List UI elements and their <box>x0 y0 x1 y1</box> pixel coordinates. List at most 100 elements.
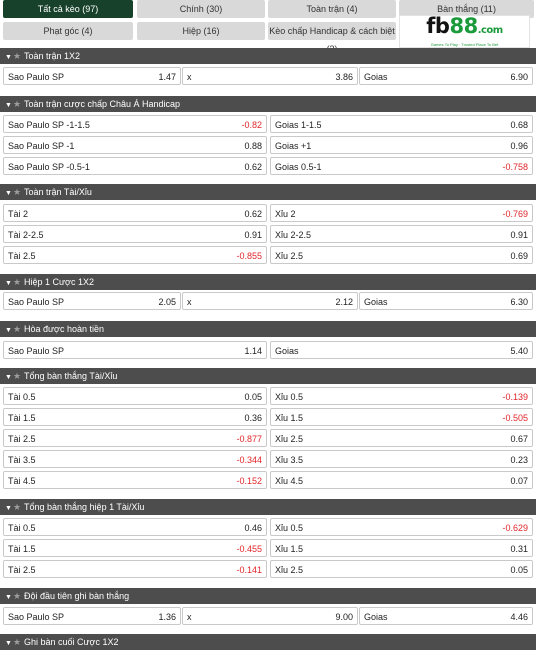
odds-cell[interactable]: Tài 1.5 0.36 <box>3 408 267 426</box>
odds-cell[interactable]: x 9.00 <box>182 607 358 625</box>
odds-cell[interactable]: x 3.86 <box>182 67 358 85</box>
odds-cell[interactable]: Tài 2.5 -0.141 <box>3 560 267 578</box>
odds-cell[interactable]: Goias 4.46 <box>359 607 533 625</box>
selection-label: Sao Paulo SP <box>8 346 65 356</box>
tab-corners[interactable]: Phạt góc (4) <box>3 22 133 40</box>
odds-cell[interactable]: Goias 1-1.5 0.68 <box>270 115 533 133</box>
odds-row: Tài 1.5 0.36 Xỉu 1.5 -0.505 <box>3 408 533 426</box>
odds-cell[interactable]: x 2.12 <box>182 292 358 310</box>
odds-cell[interactable]: Goias 6.30 <box>359 292 533 310</box>
section-title: Hiệp 1 Cược 1X2 <box>24 277 94 287</box>
collapse-chevron-icon[interactable]: ▼ <box>5 374 12 381</box>
odds-value: 0.36 <box>244 413 262 423</box>
logo-fb-text: fb <box>426 14 450 38</box>
odds-cell[interactable]: Xỉu 2.5 0.05 <box>270 560 533 578</box>
section-header-hoa-duoc-hoan-tien[interactable]: ▼★ Hòa được hoàn tiền <box>0 321 536 337</box>
section-header-tong-ban-thang-tai-xiu[interactable]: ▼★ Tổng bàn thắng Tài/Xỉu <box>0 368 536 384</box>
odds-cell[interactable]: Tài 0.5 0.05 <box>3 387 267 405</box>
odds-row: Tài 2-2.5 0.91 Xỉu 2-2.5 0.91 <box>3 225 533 243</box>
collapse-chevron-icon[interactable]: ▼ <box>5 640 12 647</box>
selection-label: Xỉu 2.5 <box>275 434 304 444</box>
selection-label: Tài 1.5 <box>8 413 36 423</box>
favorite-star-icon[interactable]: ★ <box>13 324 22 334</box>
odds-cell[interactable]: Sao Paulo SP -1-1.5 -0.82 <box>3 115 267 133</box>
tab-all-markets[interactable]: Tất cả kèo (97) <box>3 0 133 18</box>
odds-cell[interactable]: Sao Paulo SP 2.05 <box>3 292 181 310</box>
favorite-star-icon[interactable]: ★ <box>13 99 22 109</box>
odds-row: Tài 0.5 0.46 Xỉu 0.5 -0.629 <box>3 518 533 536</box>
section-header-doi-dau-tien-ghi-ban-thang[interactable]: ▼★ Đội đầu tiên ghi bàn thắng <box>0 588 536 604</box>
section-title: Đội đầu tiên ghi bàn thắng <box>24 591 130 601</box>
tab-goals[interactable]: Bàn thắng (11) <box>399 0 534 18</box>
collapse-chevron-icon[interactable]: ▼ <box>5 594 12 601</box>
odds-cell[interactable]: Goias 0.5-1 -0.758 <box>270 157 533 175</box>
logo-com-text: .com <box>477 25 504 36</box>
odds-value: 2.05 <box>158 297 176 307</box>
odds-cell[interactable]: Xỉu 0.5 -0.629 <box>270 518 533 536</box>
favorite-star-icon[interactable]: ★ <box>13 277 22 287</box>
collapse-chevron-icon[interactable]: ▼ <box>5 190 12 197</box>
odds-cell[interactable]: Sao Paulo SP -0.5-1 0.62 <box>3 157 267 175</box>
odds-cell[interactable]: Tài 2 0.62 <box>3 204 267 222</box>
favorite-star-icon[interactable]: ★ <box>13 51 22 61</box>
odds-cell[interactable]: Sao Paulo SP -1 0.88 <box>3 136 267 154</box>
selection-label: Goias <box>364 72 388 82</box>
odds-cell[interactable]: Tài 2.5 -0.855 <box>3 246 267 264</box>
selection-label: Xỉu 0.5 <box>275 523 304 533</box>
odds-cell[interactable]: Sao Paulo SP 1.14 <box>3 341 267 359</box>
favorite-star-icon[interactable]: ★ <box>13 591 22 601</box>
odds-cell[interactable]: Sao Paulo SP 1.36 <box>3 607 181 625</box>
odds-cell[interactable]: Goias 6.90 <box>359 67 533 85</box>
section-header-toan-tran-cuoc-chap-chau-a-handicap[interactable]: ▼★ Toàn trận cược chấp Châu Á Handicap <box>0 96 536 112</box>
odds-row: Sao Paulo SP -0.5-1 0.62 Goias 0.5-1 -0.758 <box>3 157 533 175</box>
odds-cell[interactable]: Tài 4.5 -0.152 <box>3 471 267 489</box>
odds-value: 6.90 <box>510 72 528 82</box>
favorite-star-icon[interactable]: ★ <box>13 187 22 197</box>
odds-row: Sao Paulo SP -1 0.88 Goias +1 0.96 <box>3 136 533 154</box>
collapse-chevron-icon[interactable]: ▼ <box>5 54 12 61</box>
tab-half[interactable]: Hiệp (16) <box>137 22 265 40</box>
section-title: Toàn trận 1X2 <box>24 51 81 61</box>
odds-cell[interactable]: Xỉu 4.5 0.07 <box>270 471 533 489</box>
odds-cell[interactable]: Goias +1 0.96 <box>270 136 533 154</box>
selection-label: Tài 2 <box>8 209 29 219</box>
section-header-toan-tran-tai-xiu[interactable]: ▼★ Toàn trận Tài/Xỉu <box>0 184 536 200</box>
tab-full-match[interactable]: Toàn trận (4) <box>268 0 396 18</box>
odds-cell[interactable]: Xỉu 2.5 0.69 <box>270 246 533 264</box>
odds-cell[interactable]: Xỉu 2-2.5 0.91 <box>270 225 533 243</box>
favorite-star-icon[interactable]: ★ <box>13 637 22 647</box>
odds-cell[interactable]: Xỉu 1.5 -0.505 <box>270 408 533 426</box>
odds-cell[interactable]: Xỉu 0.5 -0.139 <box>270 387 533 405</box>
collapse-chevron-icon[interactable]: ▼ <box>5 505 12 512</box>
tab-handicap[interactable]: Kèo chấp Handicap & cách biệt (3) <box>268 22 396 54</box>
favorite-star-icon[interactable]: ★ <box>13 502 22 512</box>
collapse-chevron-icon[interactable]: ▼ <box>5 327 12 334</box>
odds-cell[interactable]: Xỉu 2 -0.769 <box>270 204 533 222</box>
odds-cell[interactable]: Xỉu 3.5 0.23 <box>270 450 533 468</box>
odds-cell[interactable]: Xỉu 1.5 0.31 <box>270 539 533 557</box>
odds-value: 3.86 <box>335 72 353 82</box>
selection-label: x <box>187 72 192 82</box>
odds-row: Tài 0.5 0.05 Xỉu 0.5 -0.139 <box>3 387 533 405</box>
favorite-star-icon[interactable]: ★ <box>13 371 22 381</box>
selection-label: Tài 0.5 <box>8 392 36 402</box>
odds-cell[interactable]: Tài 2.5 -0.877 <box>3 429 267 447</box>
odds-cell[interactable]: Sao Paulo SP 1.47 <box>3 67 181 85</box>
section-header-tong-ban-thang-hiep-1-tai-xiu[interactable]: ▼★ Tổng bàn thắng hiệp 1 Tài/Xỉu <box>0 499 536 515</box>
odds-cell[interactable]: Xỉu 2.5 0.67 <box>270 429 533 447</box>
collapse-chevron-icon[interactable]: ▼ <box>5 102 12 109</box>
odds-cell[interactable]: Tài 3.5 -0.344 <box>3 450 267 468</box>
collapse-chevron-icon[interactable]: ▼ <box>5 280 12 287</box>
odds-cell[interactable]: Tài 1.5 -0.455 <box>3 539 267 557</box>
tab-main[interactable]: Chính (30) <box>137 0 265 18</box>
odds-value: 0.91 <box>244 230 262 240</box>
odds-cell[interactable]: Goias 5.40 <box>270 341 533 359</box>
odds-cell[interactable]: Tài 2-2.5 0.91 <box>3 225 267 243</box>
fb88-logo[interactable]: fb88.com Games To Play · Trusted Place T… <box>399 15 530 48</box>
section-header-toan-tran-1x2[interactable]: ▼★ Toàn trận 1X2 <box>0 48 536 64</box>
selection-label: Sao Paulo SP -0.5-1 <box>8 162 90 172</box>
section-header-hiep-1-cuoc-1x2[interactable]: ▼★ Hiệp 1 Cược 1X2 <box>0 274 536 290</box>
section-title: Tổng bàn thắng hiệp 1 Tài/Xỉu <box>24 502 145 512</box>
odds-cell[interactable]: Tài 0.5 0.46 <box>3 518 267 536</box>
section-header-ghi-ban-cuoi-cuoc-1x2[interactable]: ▼★ Ghi bàn cuối Cược 1X2 <box>0 634 536 650</box>
